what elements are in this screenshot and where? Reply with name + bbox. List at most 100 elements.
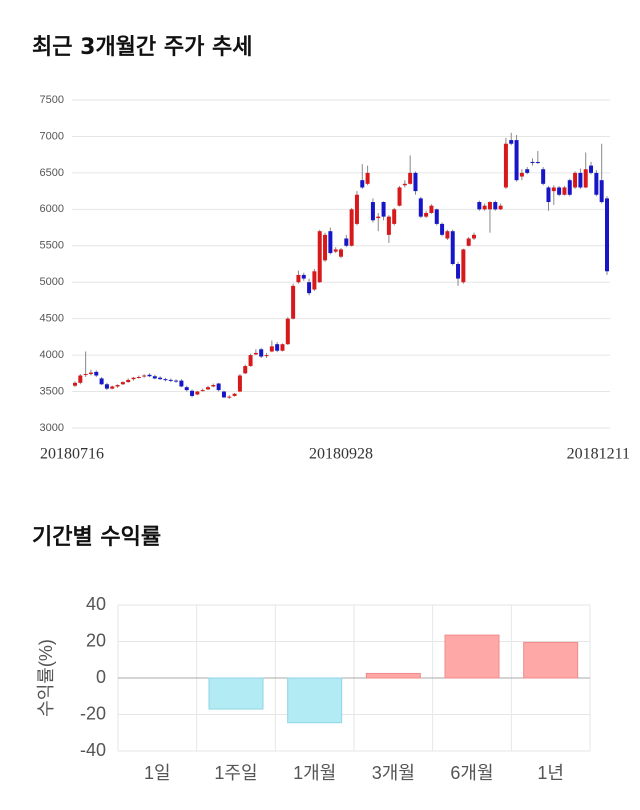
candle-body [174, 380, 179, 382]
candle-body [530, 161, 535, 163]
candle-body [360, 180, 365, 188]
candle-body [269, 346, 274, 352]
candle-body [227, 396, 232, 398]
candle-body [179, 380, 184, 387]
candle-body [525, 169, 530, 173]
candle-body [142, 375, 147, 377]
candle-body [440, 223, 445, 235]
candle-body [78, 375, 83, 383]
candle-body [232, 393, 237, 396]
candle-body [557, 187, 562, 195]
candle-body [354, 194, 359, 224]
bar [287, 677, 343, 724]
candle-body [397, 187, 402, 206]
candle-body [307, 282, 312, 294]
candle-body [573, 172, 578, 188]
y-tick-label: -40 [80, 740, 106, 760]
candle-body [418, 198, 423, 217]
candle-body [200, 390, 205, 392]
candle-body [190, 390, 195, 396]
candle-body [291, 285, 296, 319]
candle-body [243, 366, 248, 374]
candle-body [546, 187, 551, 203]
candle-body [408, 172, 413, 184]
y-tick-label: 0 [96, 667, 106, 687]
candle-body [163, 379, 168, 381]
candle-body [317, 231, 322, 283]
candle-body [264, 355, 269, 357]
candle-body [104, 384, 109, 389]
candle-body [349, 209, 354, 246]
candle-body [168, 379, 173, 381]
candle-body [376, 216, 381, 219]
bar [444, 634, 500, 679]
x-tick-label: 1주일 [214, 763, 257, 783]
y-tick-label: 3000 [40, 422, 64, 434]
y-tick-label: 3500 [40, 385, 64, 397]
candle-body [466, 238, 471, 246]
x-tick-label: 20180716 [40, 446, 104, 463]
candle-body [594, 172, 599, 195]
candle-body [519, 172, 524, 177]
candle-body [503, 143, 508, 188]
candle-body [429, 205, 434, 213]
candle-body [365, 172, 370, 184]
candle-body [312, 271, 317, 290]
candle-body [434, 209, 439, 224]
y-tick-label: 7000 [40, 130, 64, 142]
candle-body [589, 165, 594, 173]
candle-body [461, 249, 466, 283]
x-tick-label: 1년 [537, 763, 564, 783]
candle-body [195, 391, 200, 395]
candle-body [424, 212, 429, 217]
candle-body [147, 374, 152, 377]
candle-body [83, 374, 88, 376]
candle-body [567, 180, 572, 195]
candle-body [131, 377, 136, 380]
candle-body [445, 231, 450, 239]
candle-body [514, 140, 519, 181]
candle-body [285, 318, 290, 345]
candle-body [605, 198, 609, 272]
x-tick-label: 1일 [144, 763, 171, 783]
candle-body [386, 216, 391, 235]
x-tick-label: 6개월 [450, 763, 493, 783]
bar [208, 677, 264, 710]
candle-body [120, 382, 125, 385]
candle-body [253, 352, 258, 355]
candle-body [562, 187, 567, 195]
candle-body [487, 202, 492, 210]
candle-body [280, 344, 285, 351]
candle-body [88, 372, 93, 375]
chart-title: 최근 3개월간 주가 추세 [32, 35, 252, 60]
candle-body [94, 371, 99, 376]
candle-body [413, 172, 418, 192]
candle-body [328, 231, 333, 254]
candle-body [73, 382, 77, 386]
candle-body [456, 264, 461, 279]
candle-body [498, 205, 503, 210]
x-tick-label: 1개월 [293, 763, 336, 783]
candle-body [216, 383, 221, 391]
y-tick-label: 4000 [40, 349, 64, 361]
candle-body [126, 379, 131, 383]
candle-body [237, 375, 242, 392]
candle-body [583, 169, 588, 188]
candle-body [259, 349, 264, 357]
candle-body [339, 249, 343, 257]
y-tick-label: 5000 [40, 276, 64, 288]
y-tick-label: 40 [86, 594, 106, 614]
candle-body [301, 274, 306, 279]
y-tick-label: -20 [80, 703, 106, 723]
chart-title: 기간별 수익률 [32, 525, 161, 550]
candle-body [535, 161, 540, 163]
candle-body [136, 376, 141, 378]
candle-body [275, 344, 280, 351]
candle-body [477, 202, 482, 210]
candle-body [599, 180, 604, 203]
candle-body [578, 172, 583, 188]
candle-body [296, 274, 301, 283]
candle-body [333, 249, 338, 252]
y-tick-label: 20 [86, 630, 106, 650]
candle-body [344, 238, 349, 246]
